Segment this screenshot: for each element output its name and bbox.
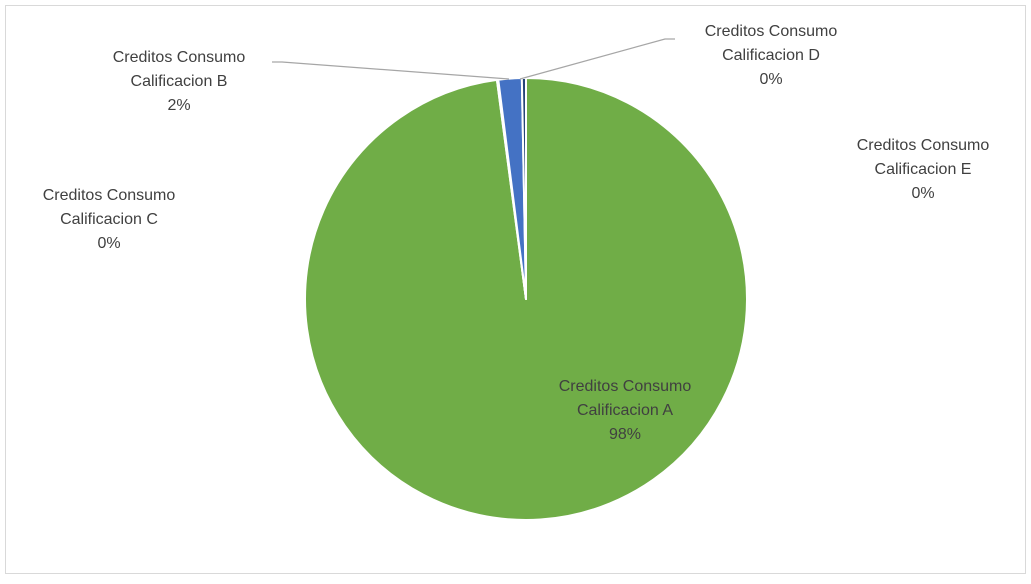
- slice-label-calificacion-b: Creditos Consumo Calificacion B 2%: [113, 49, 246, 114]
- slice-name-line: Creditos Consumo: [705, 23, 838, 40]
- slice-percent-label: 0%: [97, 235, 120, 252]
- slice-name-line: Creditos Consumo: [559, 378, 692, 395]
- pie-chart: Creditos Consumo Calificacion A 98%Credito…: [43, 23, 990, 521]
- slice-name-line: Calificacion B: [131, 73, 228, 90]
- pie-slices: [304, 77, 748, 521]
- slice-labels: Creditos Consumo Calificacion A 98%Credito…: [43, 23, 990, 443]
- slice-percent-label: 2%: [167, 97, 190, 114]
- slice-name-line: Calificacion D: [722, 47, 820, 64]
- leader-lines: [272, 38, 675, 80]
- slice-label-calificacion-c: Creditos Consumo Calificacion C 0%: [43, 187, 176, 252]
- slice-name-line: Calificacion C: [60, 211, 158, 228]
- slice-label-calificacion-e: Creditos Consumo Calificacion E 0%: [857, 137, 990, 202]
- slice-name-line: Creditos Consumo: [43, 187, 176, 204]
- leader-line-calificacion-d: [519, 38, 675, 80]
- slice-label-calificacion-a: Creditos Consumo Calificacion A 98%: [559, 378, 692, 443]
- chart-area: Creditos Consumo Calificacion A 98% Credito…: [5, 5, 1026, 574]
- slice-name-line: Creditos Consumo: [113, 49, 246, 66]
- slice-percent-label: 98%: [609, 426, 641, 443]
- slice-percent-label: 0%: [911, 185, 934, 202]
- leader-line-calificacion-b: [272, 61, 510, 80]
- slice-percent-label: 0%: [759, 71, 782, 88]
- slice-label-calificacion-d: Creditos Consumo Calificacion D 0%: [705, 23, 838, 88]
- slice-name-line: Calificacion E: [875, 161, 972, 178]
- slice-name-line: Calificacion A: [577, 402, 673, 419]
- slice-name-line: Creditos Consumo: [857, 137, 990, 154]
